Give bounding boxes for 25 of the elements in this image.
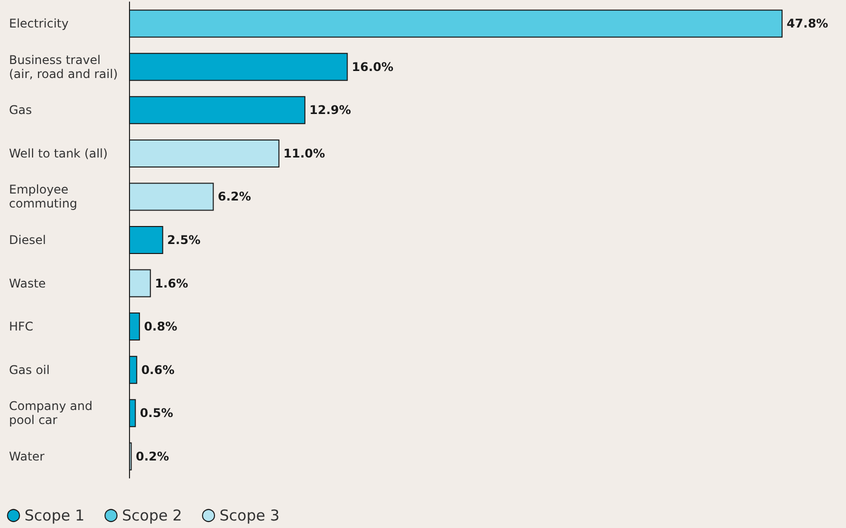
- y-tick-label: Diesel: [9, 233, 46, 247]
- y-tick-label: Waste: [9, 276, 46, 290]
- y-tick-label: Water: [9, 449, 45, 464]
- legend-label: Scope 3: [220, 506, 280, 524]
- legend-label: Scope 1: [24, 506, 85, 524]
- y-tick-label: HFC: [9, 320, 34, 334]
- y-tick-label: Well to tank (all): [9, 146, 108, 160]
- data-label: 1.6%: [154, 276, 188, 290]
- data-label: 47.8%: [786, 16, 828, 31]
- data-label: 0.5%: [140, 406, 174, 420]
- y-tick-label: Gas oil: [9, 362, 50, 377]
- data-label: 16.0%: [352, 60, 394, 74]
- data-label: 6.2%: [218, 190, 252, 204]
- data-label: 2.5%: [167, 233, 200, 247]
- data-label: 0.8%: [144, 320, 178, 334]
- y-tick-label: Electricity: [9, 16, 69, 31]
- data-label: 0.2%: [136, 449, 170, 464]
- y-tick-label: Company and pool car: [9, 399, 96, 428]
- data-label: 0.6%: [141, 362, 174, 377]
- y-tick-label: Business travel (air, road and rail): [9, 52, 118, 81]
- data-label: 12.9%: [309, 103, 352, 118]
- y-tick-label: Employee commuting: [9, 182, 78, 211]
- legend-label: Scope 2: [122, 506, 182, 524]
- y-tick-label: Gas: [9, 103, 32, 118]
- data-label: 11.0%: [283, 146, 326, 160]
